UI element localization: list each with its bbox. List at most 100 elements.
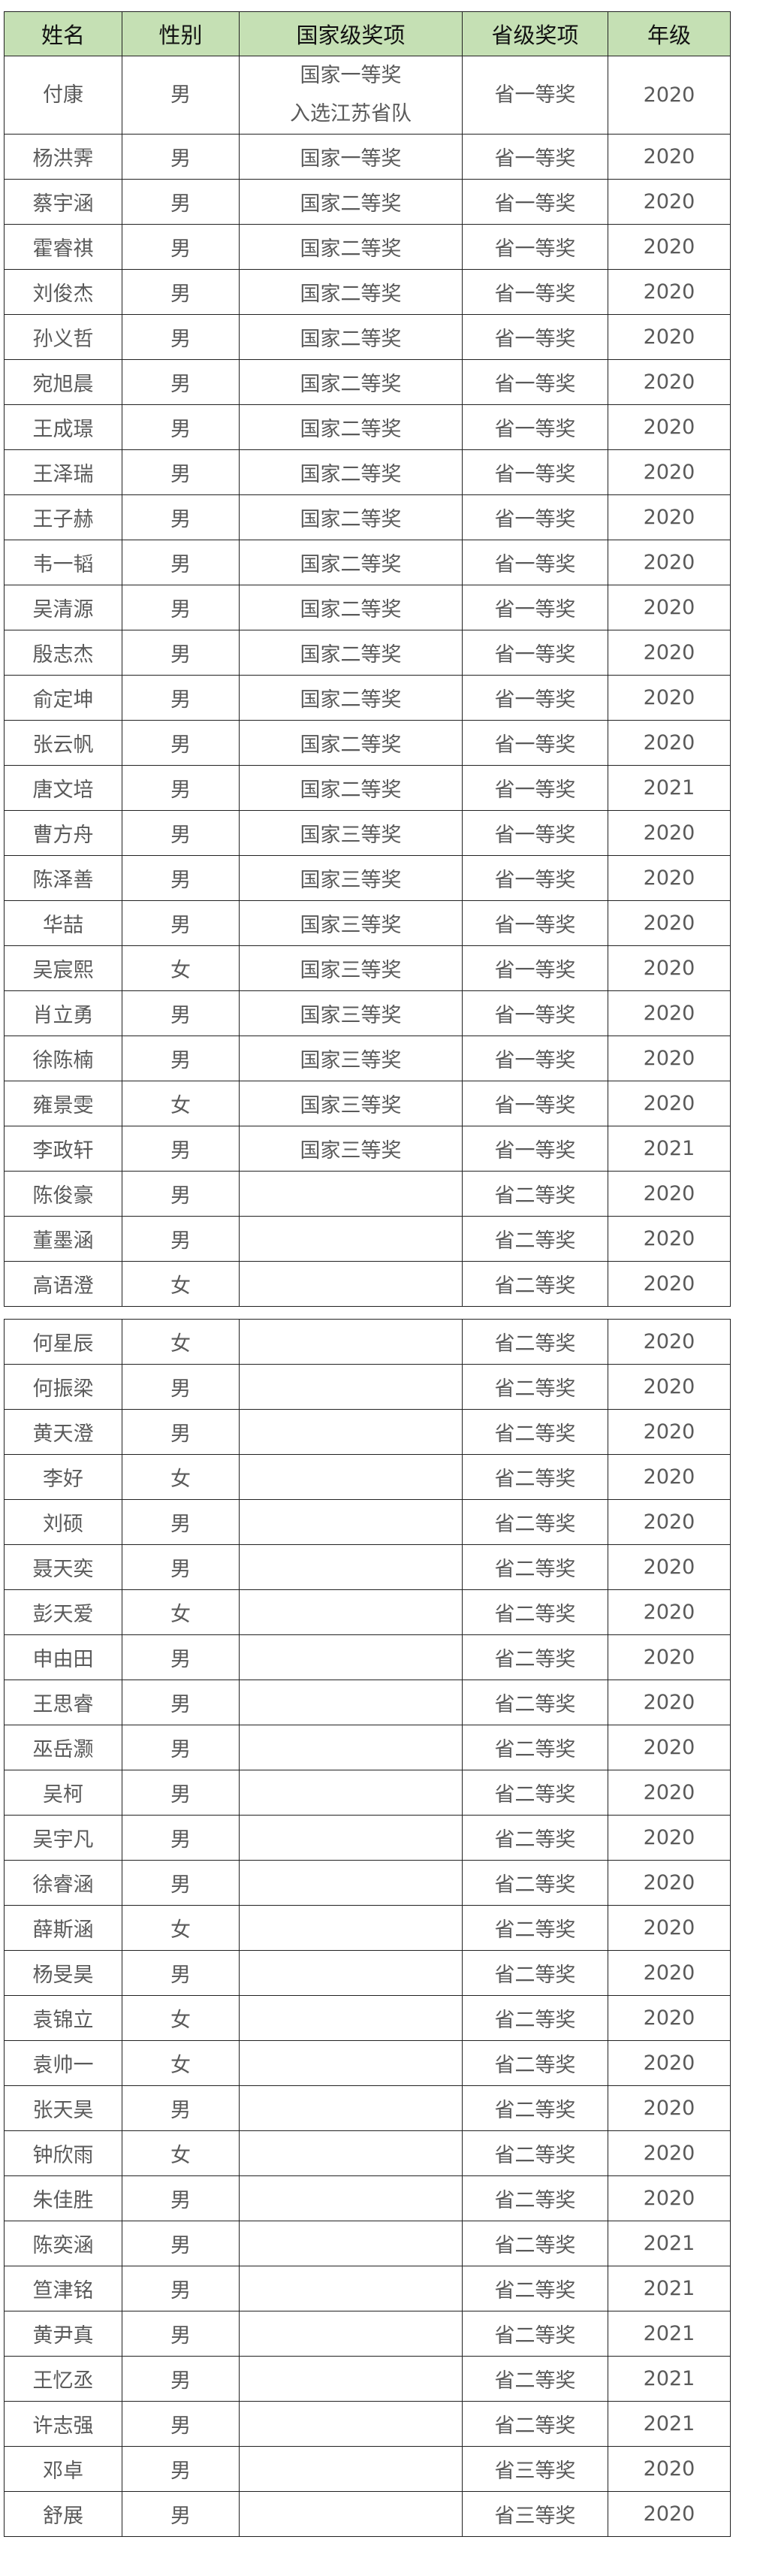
cell-national-award xyxy=(239,1950,463,1996)
cell-national-award xyxy=(239,2311,463,2357)
cell-name: 钟欣雨 xyxy=(4,2130,122,2176)
cell-provincial-award: 省一等奖 xyxy=(462,809,608,856)
national-award-text: 国家二等奖 xyxy=(300,597,402,621)
cell-gender: 男 xyxy=(122,133,240,180)
cell-year: 2020 xyxy=(608,56,731,135)
header-name: 姓名 xyxy=(4,11,122,56)
cell-national-award xyxy=(239,1364,463,1410)
table-row: 宛旭晨男 国家二等奖 省一等奖 2020 xyxy=(4,358,731,405)
cell-gender: 女 xyxy=(122,1080,240,1126)
cell-year: 2020 xyxy=(608,358,731,405)
cell-name: 韦一韬 xyxy=(4,539,122,585)
cell-name: 聂天奕 xyxy=(4,1544,122,1590)
cell-national-award xyxy=(239,2491,463,2537)
cell-provincial-award: 省二等奖 xyxy=(462,1589,608,1635)
cell-provincial-award: 省二等奖 xyxy=(462,1544,608,1590)
cell-year: 2020 xyxy=(608,899,731,946)
cell-gender: 男 xyxy=(122,899,240,946)
cell-national-award xyxy=(239,1454,463,1500)
cell-gender: 男 xyxy=(122,1215,240,1262)
national-award-text: 国家二等奖 xyxy=(300,417,402,441)
cell-name: 薛斯涵 xyxy=(4,1905,122,1951)
cell-name: 殷志杰 xyxy=(4,629,122,676)
cell-provincial-award: 省二等奖 xyxy=(462,1950,608,1996)
table-row: 殷志杰男 国家二等奖 省一等奖 2020 xyxy=(4,629,731,676)
cell-name: 刘硕 xyxy=(4,1499,122,1545)
table-row: 王泽瑞男 国家二等奖 省一等奖 2020 xyxy=(4,449,731,495)
cell-provincial-award: 省二等奖 xyxy=(462,1905,608,1951)
table-row: 蔡宇涵男 国家二等奖 省一等奖 2020 xyxy=(4,178,731,225)
table-row: 舒展男 省三等奖 2020 xyxy=(4,2491,731,2537)
cell-year: 2020 xyxy=(608,1035,731,1081)
cell-name: 何振梁 xyxy=(4,1364,122,1410)
cell-name: 王子赫 xyxy=(4,494,122,540)
cell-gender: 男 xyxy=(122,2446,240,2492)
table-row: 王思睿男 省二等奖 2020 xyxy=(4,1680,731,1725)
cell-gender: 女 xyxy=(122,2130,240,2176)
cell-provincial-award: 省二等奖 xyxy=(462,1499,608,1545)
cell-name: 高语澄 xyxy=(4,1260,122,1307)
cell-national-award: 国家三等奖 xyxy=(239,809,463,856)
cell-national-award: 国家二等奖 xyxy=(239,404,463,450)
cell-gender: 男 xyxy=(122,1170,240,1217)
cell-gender: 男 xyxy=(122,1544,240,1590)
table-row: 王忆丞男 省二等奖 2021 xyxy=(4,2356,731,2402)
cell-gender: 男 xyxy=(122,1680,240,1725)
cell-provincial-award: 省一等奖 xyxy=(462,674,608,721)
national-award-text: 国家三等奖 xyxy=(300,958,402,982)
cell-gender: 男 xyxy=(122,809,240,856)
cell-national-award xyxy=(239,2040,463,2086)
cell-gender: 女 xyxy=(122,1319,240,1365)
table-row: 俞定坤男 国家二等奖 省一等奖 2020 xyxy=(4,674,731,721)
cell-gender: 男 xyxy=(122,629,240,676)
cell-gender: 男 xyxy=(122,2491,240,2537)
cell-name: 霍睿祺 xyxy=(4,223,122,270)
cell-name: 朱佳胜 xyxy=(4,2175,122,2221)
cell-national-award: 国家三等奖 xyxy=(239,945,463,991)
cell-year: 2021 xyxy=(608,1125,731,1172)
cell-national-award xyxy=(239,2175,463,2221)
cell-name: 黄尹真 xyxy=(4,2311,122,2357)
cell-year: 2020 xyxy=(608,2040,731,2086)
cell-national-award xyxy=(239,1634,463,1680)
cell-gender: 男 xyxy=(122,2175,240,2221)
header-row: 姓名 性别 国家级奖项 省级奖项 年级 xyxy=(4,11,731,56)
awards-table-part-1: 姓名 性别 国家级奖项 省级奖项 年级 付康男国家一等奖 入选江苏省队 省一等奖 20… xyxy=(4,11,731,1307)
table-row: 高语澄女 省二等奖 2020 xyxy=(4,1260,731,1307)
cell-gender: 男 xyxy=(122,674,240,721)
table-row: 聂天奕男 省二等奖 2020 xyxy=(4,1544,731,1590)
cell-provincial-award: 省一等奖 xyxy=(462,719,608,766)
cell-gender: 男 xyxy=(122,2356,240,2402)
national-award-text: 国家三等奖 xyxy=(300,1138,402,1163)
cell-name: 许志强 xyxy=(4,2401,122,2447)
cell-year: 2021 xyxy=(608,2221,731,2266)
cell-provincial-award: 省二等奖 xyxy=(462,1860,608,1906)
cell-year: 2020 xyxy=(608,449,731,495)
cell-gender: 男 xyxy=(122,1125,240,1172)
cell-national-award: 国家二等奖 xyxy=(239,629,463,676)
cell-national-award xyxy=(239,1319,463,1365)
cell-national-award xyxy=(239,1499,463,1545)
cell-name: 笪津铭 xyxy=(4,2266,122,2311)
cell-name: 吴宇凡 xyxy=(4,1815,122,1861)
cell-gender: 男 xyxy=(122,358,240,405)
cell-year: 2020 xyxy=(608,945,731,991)
cell-name: 吴柯 xyxy=(4,1770,122,1816)
national-award-text: 国家二等奖 xyxy=(300,507,402,531)
table-row: 王子赫男 国家二等奖 省一等奖 2020 xyxy=(4,494,731,540)
cell-name: 巫岳灏 xyxy=(4,1725,122,1770)
cell-gender: 男 xyxy=(122,764,240,811)
cell-provincial-award: 省一等奖 xyxy=(462,449,608,495)
cell-name: 袁帅一 xyxy=(4,2040,122,2086)
table-row: 刘硕男 省二等奖 2020 xyxy=(4,1499,731,1545)
cell-year: 2020 xyxy=(608,2085,731,2131)
cell-gender: 女 xyxy=(122,1589,240,1635)
table-row: 肖立勇男 国家三等奖 省一等奖 2020 xyxy=(4,990,731,1036)
cell-national-award xyxy=(239,1215,463,1262)
national-award-text: 国家二等奖 xyxy=(300,192,402,216)
national-award-text: 入选江苏省队 xyxy=(290,102,412,126)
cell-name: 徐陈楠 xyxy=(4,1035,122,1081)
cell-provincial-award: 省一等奖 xyxy=(462,584,608,630)
cell-national-award: 国家三等奖 xyxy=(239,899,463,946)
cell-name: 曹方舟 xyxy=(4,809,122,856)
